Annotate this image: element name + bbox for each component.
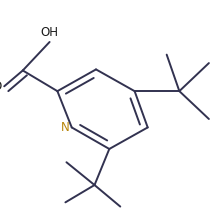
Text: O: O (0, 80, 2, 93)
Text: N: N (61, 121, 69, 134)
Text: OH: OH (41, 26, 59, 39)
